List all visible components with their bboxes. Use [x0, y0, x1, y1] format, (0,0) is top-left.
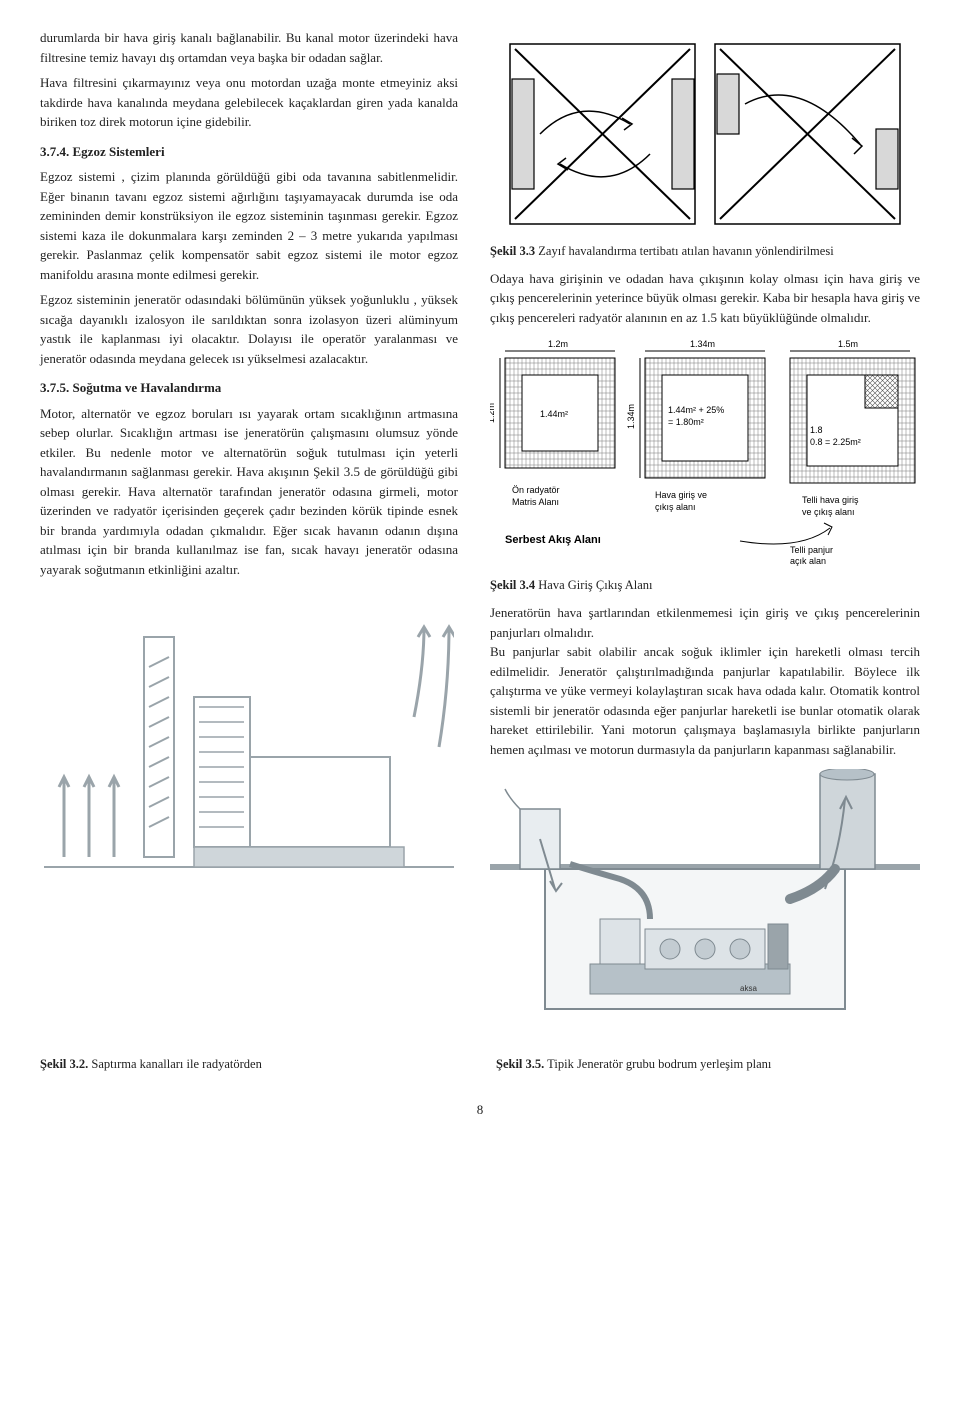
lbl-c3-1: Telli hava giriş	[802, 495, 859, 505]
figure-3-2	[40, 607, 458, 897]
area-3b: 0.8 = 2.25m²	[810, 437, 861, 447]
heading-374: 3.7.4. Egzoz Sistemleri	[40, 142, 458, 162]
figure-3-3	[490, 34, 920, 234]
lbl-c3-2: ve çıkış alanı	[802, 507, 855, 517]
caption-3-2-t: Saptırma kanalları ile radyatörden	[88, 1057, 262, 1071]
para-intro-2: Hava filtresini çıkarmayınız veya onu mo…	[40, 73, 458, 132]
left-column: durumlarda bir hava giriş kanalı bağlana…	[40, 28, 458, 1037]
area-3: 1.8	[810, 425, 823, 435]
figure-3-4: 1.2m 1.44m² Ön radyatör Matris Alanı 1.2…	[490, 333, 920, 568]
caption-3-4-b: Şekil 3.4	[490, 578, 535, 592]
caption-3-4: Şekil 3.4 Hava Giriş Çıkış Alanı	[490, 576, 920, 595]
lbl-c2-1: Hava giriş ve	[655, 490, 707, 500]
svg-text:1.2m: 1.2m	[490, 403, 496, 423]
caption-3-4-t: Hava Giriş Çıkış Alanı	[535, 578, 652, 592]
caption-3-3-t: Zayıf havalandırma tertibatı atılan hava…	[535, 244, 834, 258]
lbl-mesh-1: Telli panjur	[790, 545, 833, 555]
para-after-33: Odaya hava girişinin ve odadan hava çıkı…	[490, 269, 920, 328]
lbl-c1-2: Matris Alanı	[512, 497, 559, 507]
caption-3-3: Şekil 3.3 Zayıf havalandırma tertibatı a…	[490, 242, 920, 261]
caption-3-5: Şekil 3.5. Tipik Jeneratör grubu bodrum …	[496, 1055, 920, 1074]
dim-134m: 1.34m	[690, 339, 715, 349]
area-2b: = 1.80m²	[668, 417, 704, 427]
area-2a: 1.44m² + 25%	[668, 405, 724, 415]
lbl-free: Serbest Akış Alanı	[505, 534, 601, 546]
caption-3-5-b: Şekil 3.5.	[496, 1057, 544, 1071]
caption-3-5-t: Tipik Jeneratör grubu bodrum yerleşim pl…	[544, 1057, 771, 1071]
caption-3-3-b: Şekil 3.3	[490, 244, 535, 258]
heading-375: 3.7.5. Soğutma ve Havalandırma	[40, 378, 458, 398]
para-after-34: Jeneratörün hava şartlarından etkilenmem…	[490, 603, 920, 759]
lbl-mesh-2: açık alan	[790, 556, 826, 566]
caption-3-2: Şekil 3.2. Saptırma kanalları ile radyat…	[40, 1055, 464, 1074]
lbl-c1-1: Ön radyatör	[512, 485, 560, 495]
para-374-2: Egzoz sisteminin jeneratör odasındaki bö…	[40, 290, 458, 368]
area-1: 1.44m²	[540, 409, 568, 419]
right-column: Şekil 3.3 Zayıf havalandırma tertibatı a…	[490, 28, 920, 1037]
page-number: 8	[40, 1100, 920, 1120]
dim-12m: 1.2m	[548, 339, 568, 349]
caption-3-2-b: Şekil 3.2.	[40, 1057, 88, 1071]
para-intro-1: durumlarda bir hava giriş kanalı bağlana…	[40, 28, 458, 67]
lbl-c2-2: çıkış alanı	[655, 502, 696, 512]
para-375: Motor, alternatör ve egzoz boruları ısı …	[40, 404, 458, 580]
svg-text:aksa: aksa	[740, 984, 757, 993]
dim-15m: 1.5m	[838, 339, 858, 349]
para-374-1: Egzoz sistemi , çizim planında görüldüğü…	[40, 167, 458, 284]
figure-3-5: aksa	[490, 769, 920, 1029]
svg-text:1.34m: 1.34m	[626, 404, 636, 429]
